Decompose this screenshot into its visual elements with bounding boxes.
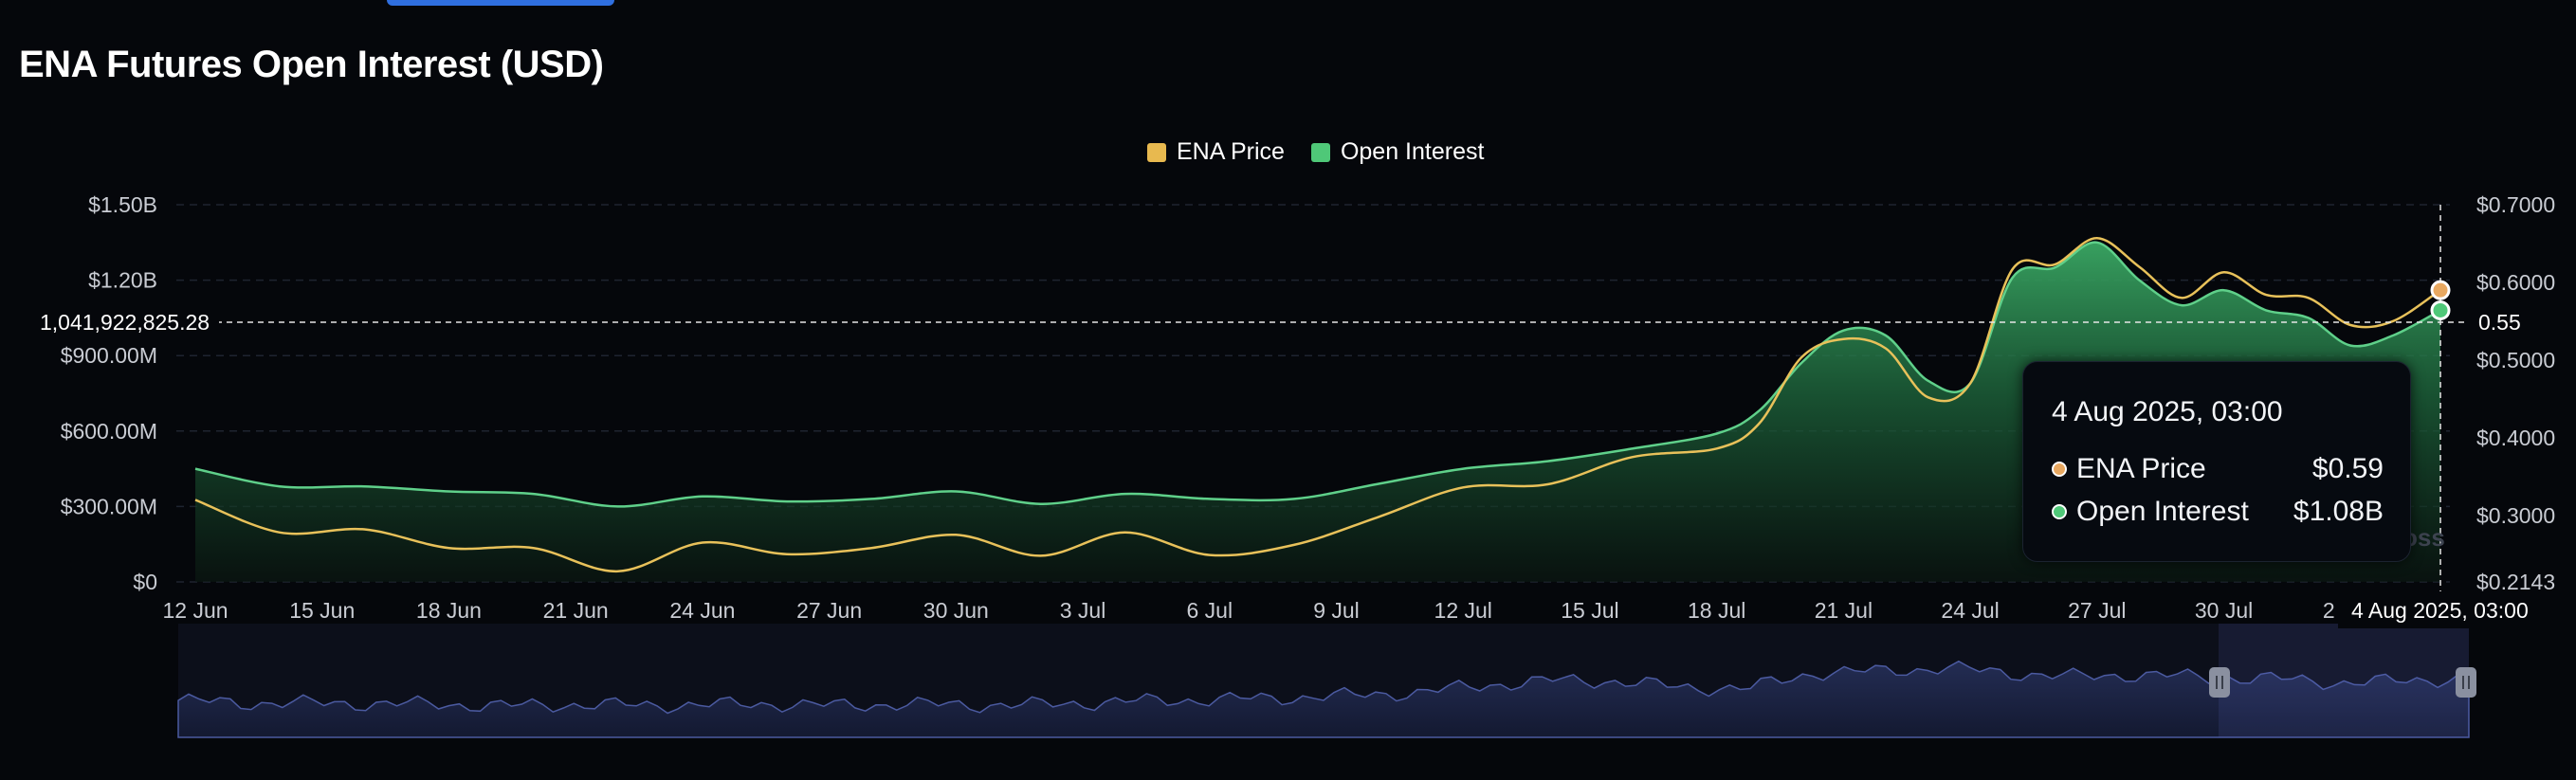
x-tick-label: 24 Jul [1941,598,1999,623]
tooltip-price-dot [2052,462,2067,477]
navigator-left-handle[interactable] [2209,667,2230,698]
x-tick-label: 18 Jul [1688,598,1745,623]
x-tick-label: 21 Jun [543,598,609,623]
x-tick-label: 30 Jul [2195,598,2253,623]
y-left-tick-label: $0 [133,570,157,594]
hover-tooltip: 4 Aug 2025, 03:00 ENA Price $0.59 Open I… [2022,361,2411,562]
y-right-tick-label: $0.3000 [2476,503,2555,528]
x-tick-label: 6 Jul [1186,598,1233,623]
tooltip-oi-label: Open Interest [2076,496,2249,527]
tooltip-price-value: $0.59 [2311,453,2384,484]
legend-item-price[interactable]: ENA Price [1147,138,1285,166]
crosshair-x-label: 4 Aug 2025, 03:00 [2338,592,2542,628]
navigator-selection[interactable] [2219,624,2469,737]
x-tick-label: 3 Jul [1060,598,1106,623]
y-left-tick-label: $1.50B [88,192,157,217]
crosshair-left-value: 1,041,922,825.28 [30,303,220,341]
chart-title: ENA Futures Open Interest (USD) [19,44,604,85]
x-tick-label: 15 Jul [1561,598,1618,623]
x-tick-label: 24 Jun [669,598,735,623]
chart-legend: ENA Price Open Interest [1147,138,1510,166]
legend-label-price: ENA Price [1177,138,1285,165]
legend-swatch-price [1147,142,1166,162]
x-tick-label: 18 Jun [416,598,482,623]
y-left-tick-label: $300.00M [61,494,157,518]
y-right-tick-label: $0.7000 [2476,192,2555,217]
legend-label-oi: Open Interest [1340,138,1485,165]
ena-price-line [194,236,2441,573]
tooltip-time: 4 Aug 2025, 03:00 [2052,396,2283,427]
x-tick-label: 15 Jun [289,598,355,623]
right-y-axis: $0.2143 $0.3000 $0.4000 $0.5000 $0.6000 $0.70… [2476,192,2555,594]
navigator-right-handle[interactable] [2456,667,2476,698]
open-interest-line [194,241,2441,508]
tooltip-row-price: ENA Price $0.59 [2052,453,2384,485]
x-tick-label: 27 Jul [2068,598,2126,623]
crosshair-right-value: 0.55 [2465,303,2540,341]
navigator-area [177,660,2470,738]
y-left-tick-label: $1.20B [88,268,157,293]
legend-item-oi[interactable]: Open Interest [1310,138,1485,166]
tooltip-oi-value: $1.08B [2293,496,2384,527]
legend-swatch-oi [1310,142,1330,162]
tooltip-row-oi: Open Interest $1.08B [2052,496,2384,528]
range-navigator[interactable] [177,624,2476,738]
y-right-tick-label: $0.4000 [2476,426,2555,450]
x-tick-label: 27 Jun [796,598,862,623]
y-right-tick-label: $0.2143 [2476,570,2555,594]
oi-hover-dot [2430,299,2451,320]
y-left-tick-label: $600.00M [61,419,157,444]
top-tab-indicator [387,0,614,6]
x-axis: 12 Jun 15 Jun 18 Jun 21 Jun 24 Jun 27 Jun 30 J… [162,598,2378,623]
tooltip-price-label: ENA Price [2076,453,2206,484]
price-hover-dot [2430,280,2451,300]
x-tick-label: 30 Jun [923,598,989,623]
tooltip-oi-dot [2052,504,2067,519]
x-tick-label: 21 Jul [1815,598,1873,623]
open-interest-area [195,242,2440,583]
y-left-tick-label: $900.00M [61,343,157,368]
left-y-axis: $0 $300.00M $600.00M $900.00M $1.20B $1.50B [61,192,157,594]
x-tick-label: 12 Jul [1434,598,1492,623]
x-tick-label: 9 Jul [1313,598,1360,623]
y-right-tick-label: $0.5000 [2476,348,2555,372]
x-tick-label: 12 Jun [162,598,228,623]
y-right-tick-label: $0.6000 [2476,270,2555,295]
